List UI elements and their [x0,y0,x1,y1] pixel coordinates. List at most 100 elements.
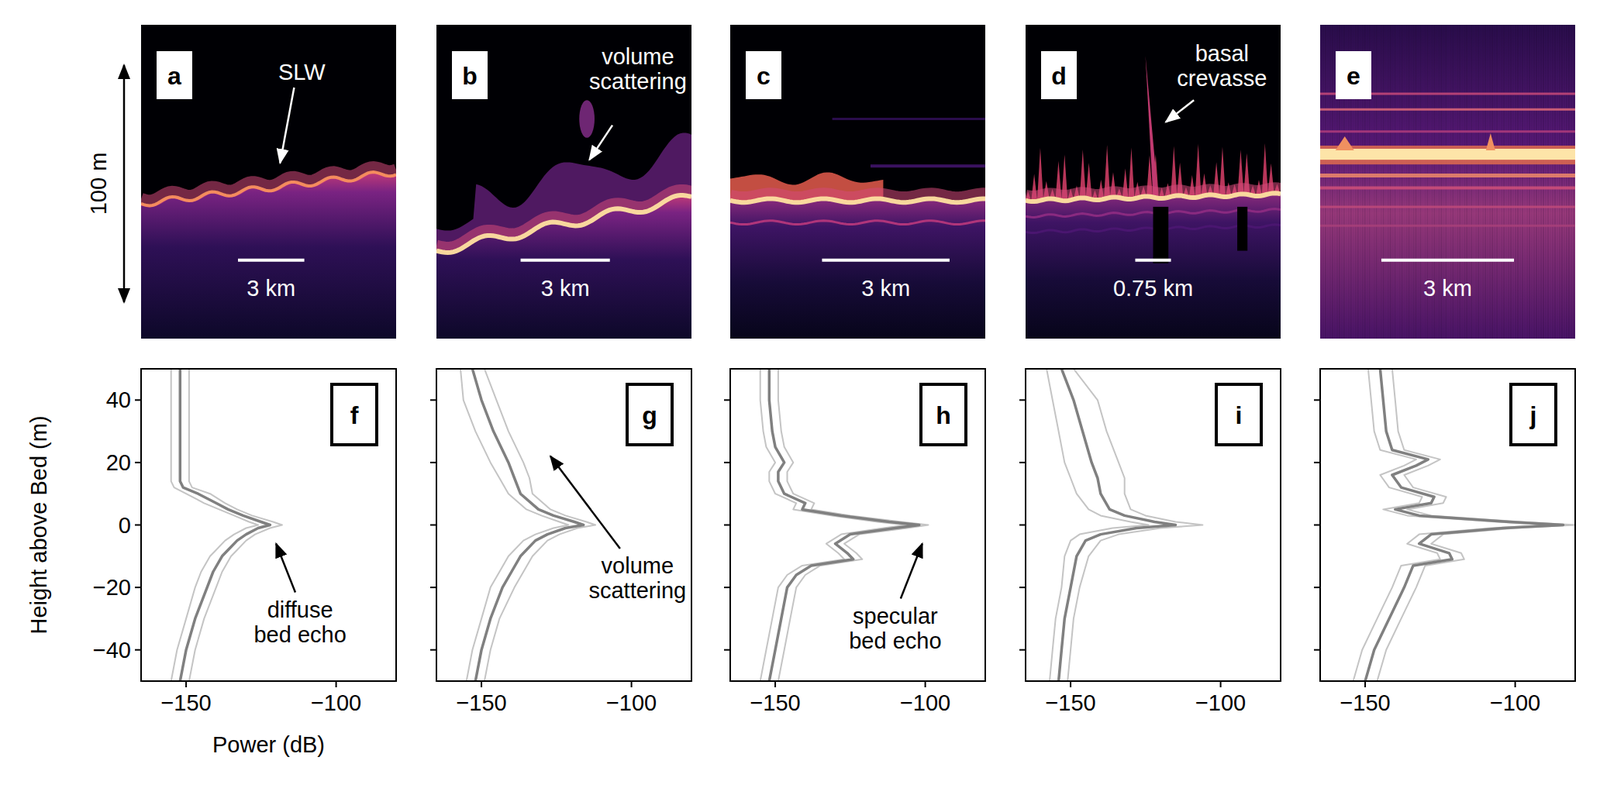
radargram-image [1320,24,1576,339]
streak [1500,24,1503,339]
plot-frame [141,368,397,682]
x-tick [631,681,633,688]
annotation: basalcrevasse [1176,41,1267,91]
vertical-scale-arrow [123,65,126,303]
y-tick [430,399,437,401]
streak [1477,24,1480,339]
streak [1542,24,1545,339]
streak [1417,24,1420,339]
streak [1396,24,1399,339]
annotation-arrow [279,87,294,163]
y-tick [1019,399,1026,401]
text-line: crevasse [1176,65,1267,91]
y-tick [1019,586,1026,589]
scale-bar [1134,258,1171,263]
x-tick [774,681,776,688]
radargram-image [730,24,986,339]
x-tick [335,681,338,688]
volume-blob [579,100,595,138]
x-tick-label: −100 [1489,690,1541,716]
annotation-arrow [275,544,296,594]
x-tick [1514,681,1517,688]
panel-letter: a [167,62,182,90]
plot-background [1320,368,1576,682]
streak [1519,24,1521,339]
layer [1320,173,1576,178]
plot-area [1353,368,1576,682]
bed-reflection [730,198,986,203]
plot-area [460,368,596,682]
streak [1389,24,1392,339]
y-tick [1313,649,1321,652]
y-tick [724,524,731,527]
plot-background [1025,368,1281,682]
streak [1491,24,1494,339]
streak [1526,24,1528,339]
bed-reflection [1320,148,1576,160]
layer [1320,224,1576,228]
y-tick [724,399,731,401]
annotation: volumescattering [588,553,687,604]
scale-bar [237,258,305,263]
y-tick [1019,524,1026,527]
x-tick-label: −100 [1195,690,1246,716]
x-tick [1069,681,1072,688]
streak [1472,24,1475,339]
subglacial-fill [141,172,397,339]
layer [730,220,986,225]
streak [1371,24,1373,339]
plot-background [436,368,692,682]
streak [1387,24,1390,339]
profile-line [171,368,259,682]
annotation: diffusebed echo [253,597,346,648]
streak [1549,24,1552,339]
scale-bar [1381,258,1514,263]
scale-bar-label: 3 km [541,275,590,301]
radargram-image [141,24,397,339]
scale-bar [821,258,950,263]
streak [1479,24,1482,339]
plot-background [141,368,397,682]
streak [1544,24,1547,339]
streak [1484,24,1487,339]
bed-reflection [436,195,692,253]
streak [1507,24,1510,339]
layer [832,117,986,121]
panel-letter: f [350,401,359,430]
streak [1385,24,1387,339]
panel-letter: e [1346,62,1361,90]
radargram-background [141,24,397,339]
y-tick-label: −20 [93,575,132,600]
panel-letter-box [451,51,488,100]
streak [1493,24,1496,339]
y-tick [430,524,437,527]
streak [1331,24,1334,339]
shadow [1237,206,1248,252]
streak [1556,24,1559,339]
y-axis-title: Height above Bed (m) [26,415,52,635]
streak [1498,24,1500,339]
y-tick [134,586,142,589]
panel-letter-box [1041,51,1077,100]
shadow [1153,206,1169,264]
panel-letter: i [1235,401,1243,430]
streak [1547,24,1549,339]
x-tick [185,681,187,688]
streak [1392,24,1394,339]
annotation-arrow [900,544,923,600]
streak [1568,24,1570,339]
streak [1410,24,1413,339]
streak [1558,24,1561,339]
panel-letter: d [1051,62,1067,90]
subglacial-fill [1025,193,1281,339]
plot-frame [1025,368,1281,682]
annotation-arrow [550,456,621,549]
volume-cloud [436,132,692,253]
y-tick [134,399,142,401]
panel-letter-box [920,384,966,445]
bed-reflection [1025,193,1281,202]
streak [1401,24,1404,339]
x-tick-label: −150 [1339,690,1390,716]
radargram-background [436,24,692,339]
streak [1524,24,1526,339]
